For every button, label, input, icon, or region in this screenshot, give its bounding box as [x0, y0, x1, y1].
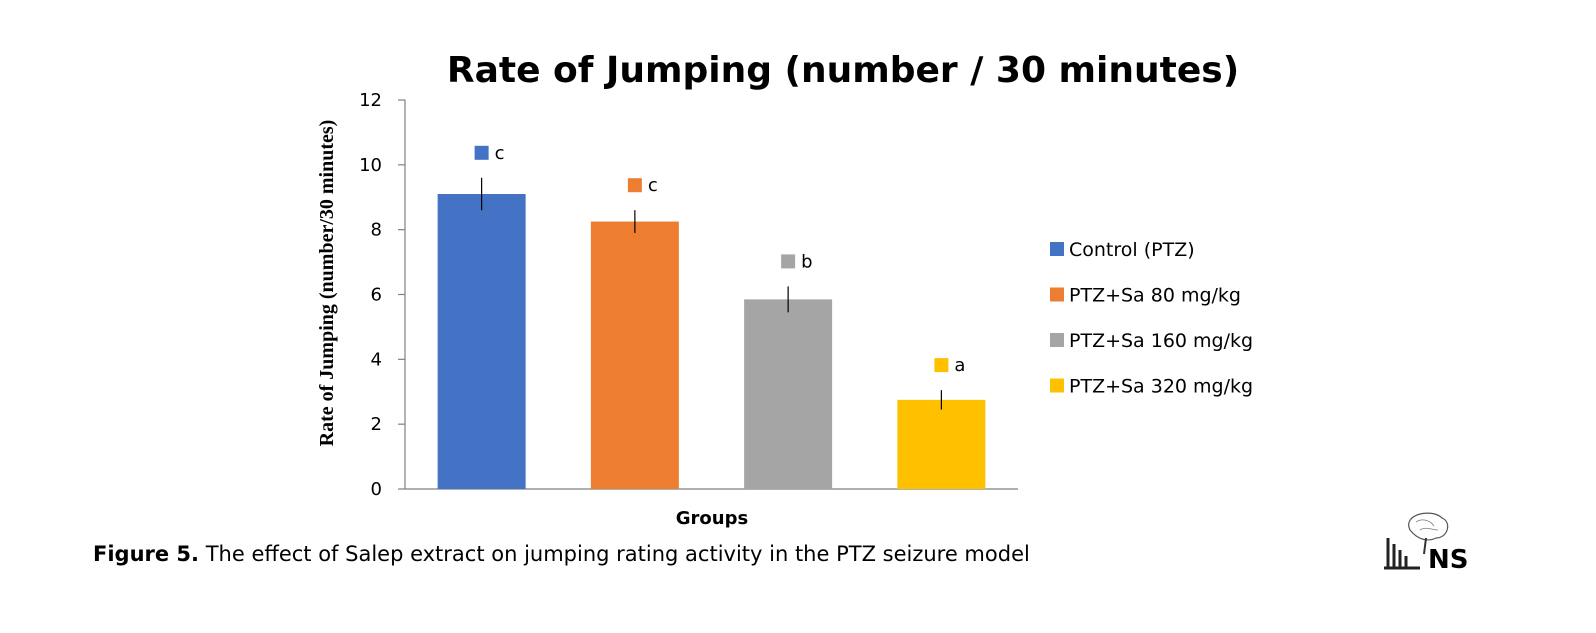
- legend-label: PTZ+Sa 80 mg/kg: [1069, 285, 1241, 307]
- figure-caption: Figure 5. The effect of Salep extract on…: [93, 542, 1030, 566]
- legend-swatch: [1050, 242, 1064, 256]
- legend-swatch: [1050, 333, 1064, 347]
- significance-label: c: [648, 175, 658, 196]
- bars: c c b a: [437, 143, 986, 489]
- y-tick-label: 8: [371, 220, 382, 241]
- caption-text: The effect of Salep extract on jumping r…: [199, 542, 1030, 566]
- significance-marker: [627, 178, 642, 193]
- logo-text: NS: [1428, 545, 1469, 575]
- bar: [897, 399, 986, 489]
- significance-label: a: [954, 355, 965, 376]
- chart-title: Rate of Jumping (number / 30 minutes): [447, 50, 1239, 91]
- legend-swatch: [1050, 287, 1064, 302]
- legend: Control (PTZ) PTZ+Sa 80 mg/kg PTZ+Sa 160 m…: [1050, 239, 1253, 398]
- y-tick-label: 10: [359, 155, 382, 176]
- y-tick-label: 2: [371, 414, 382, 435]
- caption-label: Figure 5.: [93, 542, 200, 566]
- x-axis-label: Groups: [676, 508, 748, 529]
- legend-swatch: [1050, 378, 1064, 393]
- y-tick-label: 6: [371, 285, 382, 306]
- bar: [744, 299, 833, 489]
- legend-label: Control (PTZ): [1069, 239, 1195, 261]
- bar: [590, 221, 679, 489]
- significance-marker: [781, 254, 796, 269]
- significance-marker: [474, 145, 489, 160]
- significance-marker: [934, 358, 949, 373]
- legend-label: PTZ+Sa 320 mg/kg: [1069, 376, 1253, 398]
- significance-label: c: [495, 143, 505, 164]
- y-axis-label: Rate of Jumping (number/30 minutes): [316, 120, 338, 447]
- legend-label: PTZ+Sa 160 mg/kg: [1069, 330, 1253, 352]
- y-tick-label: 12: [359, 90, 382, 111]
- bar: [437, 194, 526, 489]
- brain-logo-icon: NS: [1384, 512, 1469, 575]
- y-tick-label: 4: [371, 349, 382, 370]
- significance-label: b: [801, 251, 812, 272]
- y-tick-label: 0: [371, 479, 382, 500]
